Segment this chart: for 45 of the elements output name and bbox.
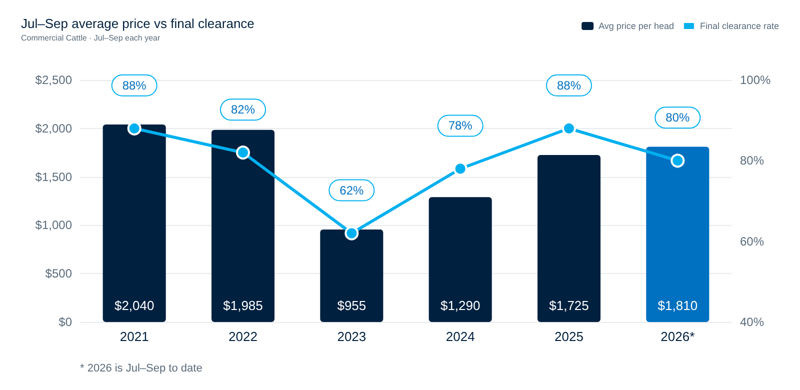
chart-subtitle: Commercial Cattle · Jul–Sep each year bbox=[21, 34, 161, 42]
bar bbox=[102, 124, 166, 322]
y2-tick-label: 100% bbox=[740, 73, 772, 87]
data-label: 88% bbox=[556, 78, 582, 92]
x-tick-label: 2022 bbox=[228, 329, 258, 344]
y2-tick-label: 40% bbox=[740, 315, 764, 329]
data-label: 62% bbox=[340, 183, 364, 198]
data-label: $1,290 bbox=[440, 298, 480, 313]
y-tick-label: $2,000 bbox=[35, 121, 72, 136]
x-tick-label: 2025 bbox=[554, 329, 584, 344]
data-label: $1,985 bbox=[223, 298, 263, 313]
data-label: $2,040 bbox=[114, 298, 154, 313]
y-tick-label: $1,000 bbox=[35, 218, 72, 232]
point bbox=[344, 226, 359, 240]
point bbox=[453, 162, 468, 176]
data-label: 82% bbox=[230, 102, 256, 117]
point bbox=[562, 121, 576, 136]
data-label: 88% bbox=[122, 78, 147, 92]
x-tick-label: 2026* bbox=[660, 329, 695, 344]
y2-tick-label: 60% bbox=[740, 234, 764, 248]
y-tick-label: $500 bbox=[45, 266, 72, 281]
data-label: $1,810 bbox=[658, 298, 698, 313]
x-tick-label: 2024 bbox=[446, 329, 475, 344]
point bbox=[670, 154, 685, 168]
y-tick-label: $0 bbox=[58, 315, 72, 329]
data-label: 78% bbox=[448, 118, 473, 133]
x-tick-label: 2023 bbox=[337, 329, 366, 344]
data-label: $1,725 bbox=[549, 298, 589, 313]
legend-label: Avg price per head bbox=[598, 21, 674, 31]
chart-title: Jul–Sep average price vs final clearance bbox=[21, 16, 254, 31]
point bbox=[236, 146, 250, 160]
data-label: 80% bbox=[666, 110, 690, 125]
point bbox=[127, 121, 142, 136]
text: * 2026 is Jul–Sep to date bbox=[80, 362, 202, 374]
bar bbox=[537, 155, 601, 322]
bar bbox=[646, 146, 710, 322]
bar bbox=[320, 230, 384, 322]
bar bbox=[428, 197, 492, 322]
legend-label: Final clearance rate bbox=[700, 21, 780, 31]
bar bbox=[211, 130, 275, 322]
y-tick-label: $2,500 bbox=[35, 73, 72, 87]
x-tick-label: 2021 bbox=[120, 329, 149, 344]
data-label: $955 bbox=[337, 298, 366, 313]
y-tick-label: $1,500 bbox=[35, 170, 72, 184]
y2-tick-label: 80% bbox=[740, 154, 764, 168]
